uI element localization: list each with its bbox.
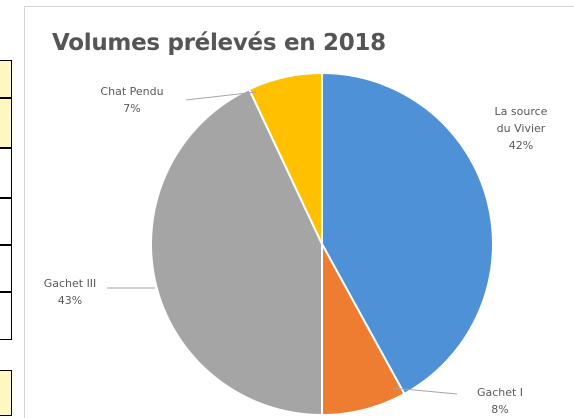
chart-title: Volumes prélevés en 2018 bbox=[52, 30, 386, 56]
pie-slices bbox=[149, 71, 495, 417]
pie-leader-lines bbox=[107, 91, 458, 395]
table-cell bbox=[0, 148, 12, 198]
leader-line bbox=[185, 91, 257, 101]
table-cell bbox=[0, 198, 12, 245]
table-cell bbox=[0, 292, 12, 340]
data-label: Chat Pendu 7% bbox=[100, 85, 163, 115]
table-cell bbox=[0, 370, 12, 416]
leader-line bbox=[392, 387, 458, 395]
cropped-table-edge bbox=[0, 0, 14, 418]
table-cell bbox=[0, 60, 12, 98]
table-cell bbox=[0, 98, 12, 148]
data-label: La source du Vivier 42% bbox=[495, 105, 548, 152]
pie-slice-gachet-iii bbox=[149, 87, 323, 417]
pie-slice-chat-pendu bbox=[247, 71, 323, 245]
data-label: Gachet I 8% bbox=[477, 386, 523, 416]
table-cell bbox=[0, 245, 12, 292]
pie-labels: La source du Vivier 42% Gachet I 8% Gachet II… bbox=[44, 85, 548, 416]
pie-slice-la-source-du-vivier bbox=[321, 71, 495, 396]
data-label: Gachet III 43% bbox=[44, 277, 97, 307]
